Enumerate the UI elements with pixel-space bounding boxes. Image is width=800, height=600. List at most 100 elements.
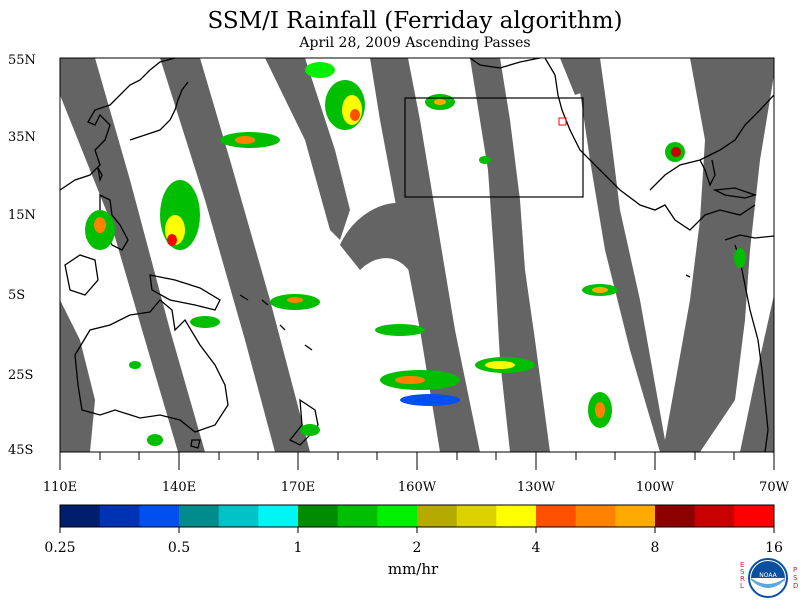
colorbar-tick-label: 1 (293, 540, 303, 556)
colorbar-swatch (694, 505, 735, 527)
rain-cell (94, 217, 106, 233)
rain-cell (190, 316, 220, 328)
coastline-alaska (469, 57, 541, 69)
swath-gap (265, 58, 350, 240)
lat-label: 35N (8, 130, 36, 145)
coastline-pacific-islands (239, 294, 313, 351)
no-data-swaths (60, 58, 774, 452)
lon-label: 140E (161, 480, 197, 495)
swath-gap (160, 58, 310, 452)
swath-gap (340, 202, 440, 290)
lon-label: 160W (397, 480, 437, 495)
coastline-cuba (712, 187, 758, 199)
coastlines (59, 57, 775, 453)
rain-cell (375, 324, 425, 336)
noaa-logo-gull (751, 578, 785, 588)
lon-label: 110E (42, 480, 78, 495)
analysis-marker (558, 117, 567, 126)
lat-label: 5S (8, 288, 26, 303)
lat-label: 15N (8, 208, 36, 223)
colorbar-swatch (218, 505, 259, 527)
rain-cell (350, 109, 360, 121)
lat-label: 45S (8, 443, 34, 458)
rain-cell (400, 394, 460, 406)
coastline-new-zealand (288, 398, 319, 446)
swath-gap (560, 58, 590, 95)
colorbar-tick-label: 0.5 (167, 540, 191, 556)
colorbar-swatch (258, 505, 299, 527)
rain-cell (595, 402, 605, 418)
colorbar-swatch (615, 505, 656, 527)
colorbar-swatch (734, 505, 775, 527)
swath-gap (470, 58, 550, 452)
coastline-japan (129, 81, 189, 141)
coastline-gulf-of-mexico (649, 94, 775, 191)
colorbar-swatch (179, 505, 220, 527)
rain-cell (305, 62, 335, 78)
lon-label: 70W (759, 480, 789, 495)
rain-cell (434, 99, 446, 105)
rain-cell (300, 424, 320, 436)
colorbar-swatch (456, 505, 497, 527)
coastline-florida (699, 159, 716, 187)
colorbar-tick-label: 16 (765, 540, 783, 556)
colorbar-swatch (60, 505, 101, 527)
coastline-australia (74, 299, 229, 433)
page-subtitle: April 28, 2009 Ascending Passes (299, 35, 531, 51)
lon-label: 130W (516, 480, 556, 495)
rain-cell (592, 287, 608, 293)
colorbar-swatch (575, 505, 616, 527)
colorbar-swatch (417, 505, 458, 527)
analysis-box (404, 97, 584, 198)
colorbar-swatch (655, 505, 696, 527)
coastline-north-america (544, 57, 756, 231)
swath-gap (740, 295, 774, 452)
page-title: SSM/I Rainfall (Ferriday algorithm) (207, 8, 623, 34)
rain-cell (671, 147, 681, 157)
swath-gap (60, 58, 205, 452)
rain-cell (129, 361, 141, 369)
colorbar-swatch (337, 505, 378, 527)
rain-cell (167, 234, 177, 246)
coastline-south-america (724, 234, 775, 453)
colorbar-tick-label: 2 (412, 540, 422, 556)
rain-cell (235, 136, 255, 144)
colorbar-tick-label: 0.25 (44, 540, 76, 556)
rain-cell (395, 376, 425, 384)
coastline-new-guinea (149, 274, 221, 311)
rain-cell (734, 248, 746, 268)
noaa-logo: NOAA (748, 558, 788, 598)
colorbar-swatch (298, 505, 339, 527)
axis-ticks (59, 452, 775, 470)
rain-cell (342, 95, 362, 125)
colorbar-swatch (496, 505, 537, 527)
noaa-logo-text: NOAA (759, 572, 777, 579)
lon-label: 170E (280, 480, 316, 495)
colorbar-swatch (139, 505, 180, 527)
coastline-galapagos (685, 274, 691, 278)
rain-cell (485, 361, 515, 369)
coastline-taiwan (97, 167, 103, 183)
coastline-asia (59, 57, 176, 191)
colorbar-tick-label: 8 (650, 540, 660, 556)
lat-label: 25S (8, 368, 34, 383)
rain-cells (85, 62, 746, 446)
rain-cell (147, 434, 163, 446)
rain-cell (479, 156, 491, 164)
colorbar-swatch (536, 505, 577, 527)
swath-gap (575, 58, 774, 452)
colorbar-tick-label: 4 (531, 540, 541, 556)
lon-label: 100W (635, 480, 675, 495)
colorbar-units: mm/hr (387, 560, 439, 578)
rain-cell (287, 297, 303, 303)
colorbar (59, 504, 775, 533)
colorbar-swatch (99, 505, 140, 527)
lat-label: 55N (8, 53, 36, 68)
colorbar-swatch (377, 505, 418, 527)
coastline-tasmania (190, 439, 201, 449)
noaa-logo-sky (751, 561, 785, 578)
coastline-borneo (64, 254, 99, 296)
